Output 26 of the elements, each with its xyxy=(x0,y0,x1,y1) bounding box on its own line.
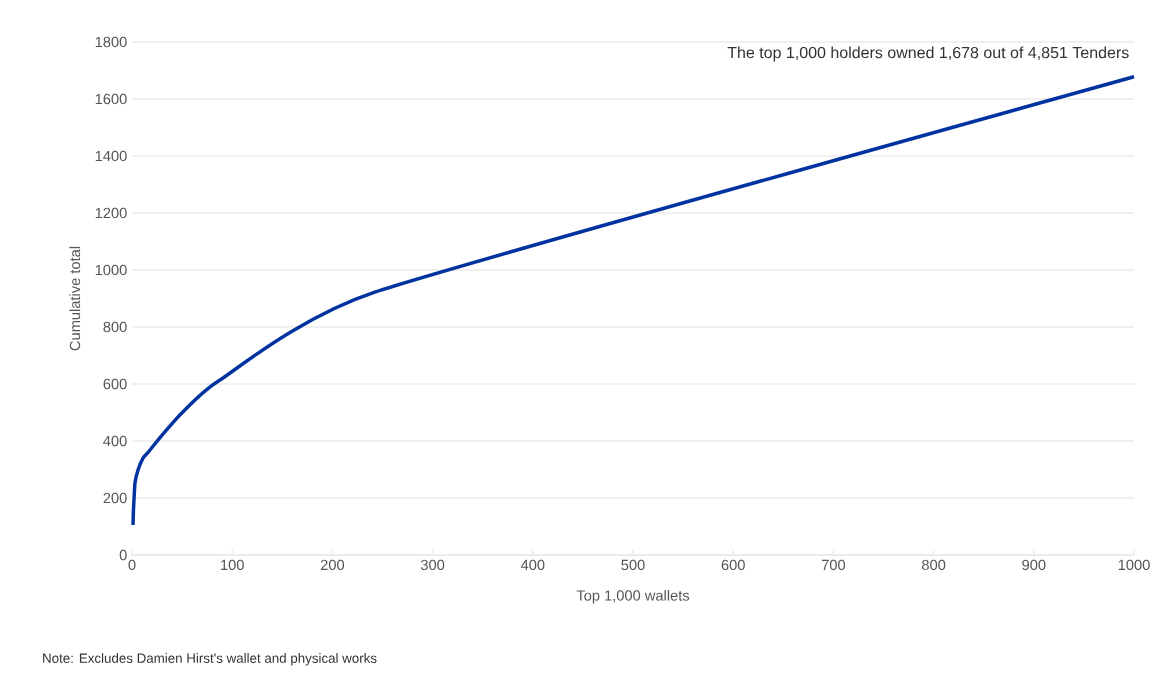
y-tick-label: 600 xyxy=(103,378,127,390)
y-tick-label: 400 xyxy=(103,435,127,447)
x-tick-label: 700 xyxy=(821,559,846,571)
x-tick-label: 500 xyxy=(621,559,645,571)
x-tick-label: 1000 xyxy=(1118,559,1150,571)
x-tick-label: 200 xyxy=(320,559,345,571)
x-tick-label: 0 xyxy=(128,559,136,571)
x-tick-label: 300 xyxy=(420,559,445,571)
y-tick-label: 1600 xyxy=(95,93,127,105)
x-tick-label: 400 xyxy=(520,559,545,571)
y-tick-label: 800 xyxy=(103,321,127,333)
x-tick-label: 900 xyxy=(1022,559,1046,571)
y-axis-title: Cumulative total xyxy=(69,246,81,351)
y-tick-label: 1400 xyxy=(95,150,127,162)
x-axis-title: Top 1,000 wallets xyxy=(576,589,690,604)
x-tick-label: 100 xyxy=(221,559,244,571)
x-tick-label: 600 xyxy=(721,559,745,571)
annotation: The top 1,000 holders owned 1,678 out of 4,851 Tenders xyxy=(727,46,1129,62)
x-tick-label: 800 xyxy=(922,559,946,571)
y-tick-label: 1000 xyxy=(95,264,127,276)
text: Note: Excludes Damien Hirst's wallet and physical works xyxy=(43,653,377,666)
y-tick-label: 1200 xyxy=(95,207,127,219)
y-tick-label: 1800 xyxy=(95,36,127,48)
y-tick-label: 200 xyxy=(103,492,127,504)
y-tick-label: 0 xyxy=(119,549,127,561)
line-series xyxy=(131,75,1136,527)
